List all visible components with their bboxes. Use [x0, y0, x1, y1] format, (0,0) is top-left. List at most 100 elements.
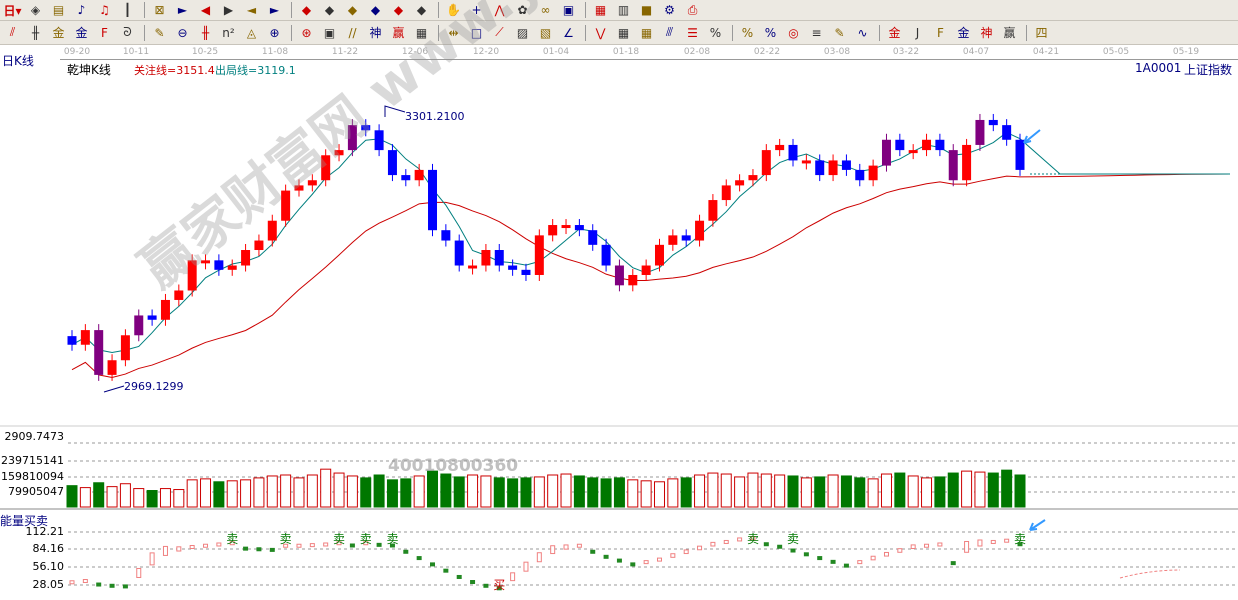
energy-bar: [990, 539, 996, 544]
calendar-icon[interactable]: ▣: [562, 3, 575, 17]
kline-icon[interactable]: ♪: [77, 3, 86, 17]
volume-bar: [280, 474, 292, 508]
pen-icon[interactable]: ⫽: [9, 25, 16, 39]
candle-body: [922, 139, 932, 151]
coin-icon[interactable]: ◎: [788, 25, 799, 40]
box-icon[interactable]: ▣: [323, 25, 336, 40]
fan3-icon[interactable]: ▧: [539, 25, 552, 40]
crosshair-icon[interactable]: +: [471, 3, 482, 17]
gold4-icon[interactable]: 金: [957, 26, 970, 40]
f2-icon[interactable]: F: [937, 25, 944, 40]
rect-icon[interactable]: □: [470, 25, 483, 40]
formula-icon[interactable]: ∞: [540, 3, 551, 17]
sine-icon[interactable]: ∿: [857, 25, 868, 40]
expand-icon[interactable]: ◆: [347, 3, 358, 17]
candle-body: [468, 265, 478, 269]
percent-slash-icon[interactable]: %: [709, 25, 722, 40]
flag-icon[interactable]: ►: [177, 3, 188, 17]
volume-bar: [373, 474, 385, 508]
cursor-dropdown-icon[interactable]: ┃: [123, 3, 132, 17]
date-tick: 12-06: [401, 47, 429, 57]
lines2-icon[interactable]: ⫻: [665, 25, 674, 39]
pen3-icon[interactable]: ✎: [834, 25, 845, 40]
grid-icon[interactable]: ╫: [201, 25, 210, 40]
last-icon[interactable]: ▶: [223, 3, 234, 17]
table-icon[interactable]: ☰: [687, 25, 698, 40]
node-icon[interactable]: ✿: [517, 3, 528, 17]
four-icon[interactable]: 四: [1035, 26, 1048, 40]
window-icon[interactable]: ◈: [30, 3, 41, 17]
percent-lines-icon[interactable]: %: [764, 25, 777, 40]
n2-icon[interactable]: n²: [222, 25, 235, 40]
pen2-icon[interactable]: ✎: [154, 25, 165, 40]
energy-bar: [122, 584, 128, 589]
toolbar-separator: [291, 24, 292, 41]
fan-icon[interactable]: ⟋: [495, 25, 504, 39]
parallel-icon[interactable]: //: [348, 25, 357, 40]
zoom-right-icon[interactable]: ◆: [324, 3, 335, 17]
calculator-icon[interactable]: ▦: [594, 3, 607, 17]
god2-icon[interactable]: 神: [980, 26, 993, 40]
candle-body: [147, 315, 157, 320]
energy-bar: [817, 556, 823, 561]
candle-body: [748, 175, 758, 181]
grid2-icon[interactable]: ▦: [617, 25, 630, 40]
doc-icon[interactable]: ▤: [52, 3, 65, 17]
circle-icon[interactable]: ⊖: [177, 25, 188, 40]
gold3-icon[interactable]: 金: [888, 26, 901, 40]
energy-bar: [1017, 542, 1023, 547]
kline2-icon[interactable]: ♫: [99, 3, 110, 17]
shrink-all-icon[interactable]: ◆: [416, 3, 427, 17]
win-icon[interactable]: 赢: [392, 26, 405, 40]
gold-lines-icon[interactable]: ≡: [811, 25, 822, 40]
stock-icon[interactable]: ⊠: [154, 3, 165, 17]
date-tick: 12-20: [472, 47, 500, 57]
energy-bar: [523, 561, 529, 572]
print-icon[interactable]: ⎙: [687, 2, 698, 17]
target-icon[interactable]: ⊕: [269, 25, 280, 40]
energy-bar: [950, 561, 956, 566]
win2-icon[interactable]: 赢: [1003, 26, 1016, 40]
first-icon[interactable]: ◀: [200, 3, 211, 17]
angle-icon[interactable]: ∠: [563, 25, 574, 40]
save-icon[interactable]: ■: [640, 3, 653, 17]
line-icon[interactable]: ⋀: [494, 3, 505, 17]
candle-body: [241, 250, 251, 266]
fan2-icon[interactable]: ▨: [516, 25, 529, 40]
network-icon[interactable]: ⚙: [664, 3, 675, 17]
target2-icon[interactable]: ⊛: [301, 25, 312, 40]
notebook-icon[interactable]: ▥: [617, 3, 630, 17]
triangle-icon[interactable]: ◬: [246, 25, 257, 40]
j-icon[interactable]: J: [915, 25, 920, 40]
arrows-icon[interactable]: ⇹: [448, 25, 459, 40]
hand-icon[interactable]: ✋: [446, 3, 461, 17]
spiral-icon[interactable]: ᘐ: [123, 25, 132, 39]
gold2-icon[interactable]: 金: [75, 26, 88, 40]
candle-body: [534, 235, 544, 275]
energy-bar: [723, 539, 729, 544]
zoom-left-icon[interactable]: ◆: [301, 3, 312, 17]
volume-bar: [734, 476, 746, 508]
volume-bar: [867, 478, 879, 508]
grid3-icon[interactable]: ▦: [640, 25, 653, 40]
god-icon[interactable]: 神: [369, 26, 382, 40]
energy-bar: [243, 546, 249, 551]
wave-icon[interactable]: ⋁: [595, 25, 606, 40]
expand-all-icon[interactable]: ◆: [393, 3, 404, 17]
f-icon[interactable]: F: [101, 25, 108, 40]
left-icon[interactable]: ◄: [246, 3, 257, 17]
percent-icon[interactable]: %: [741, 25, 754, 40]
candle-body: [895, 139, 905, 151]
energy-bar: [670, 553, 676, 558]
gold-icon[interactable]: 金: [52, 26, 65, 40]
ruler-icon[interactable]: ▦: [415, 25, 428, 40]
candle-body: [574, 225, 584, 231]
lines-icon[interactable]: ╫: [31, 25, 40, 40]
right-icon[interactable]: ►: [269, 3, 280, 17]
sell-signal: 卖: [1014, 532, 1026, 546]
period-dropdown-icon[interactable]: 日▾: [3, 3, 22, 18]
volume-bar: [173, 489, 185, 508]
candle-body: [828, 160, 838, 176]
shrink-icon[interactable]: ◆: [370, 3, 381, 17]
